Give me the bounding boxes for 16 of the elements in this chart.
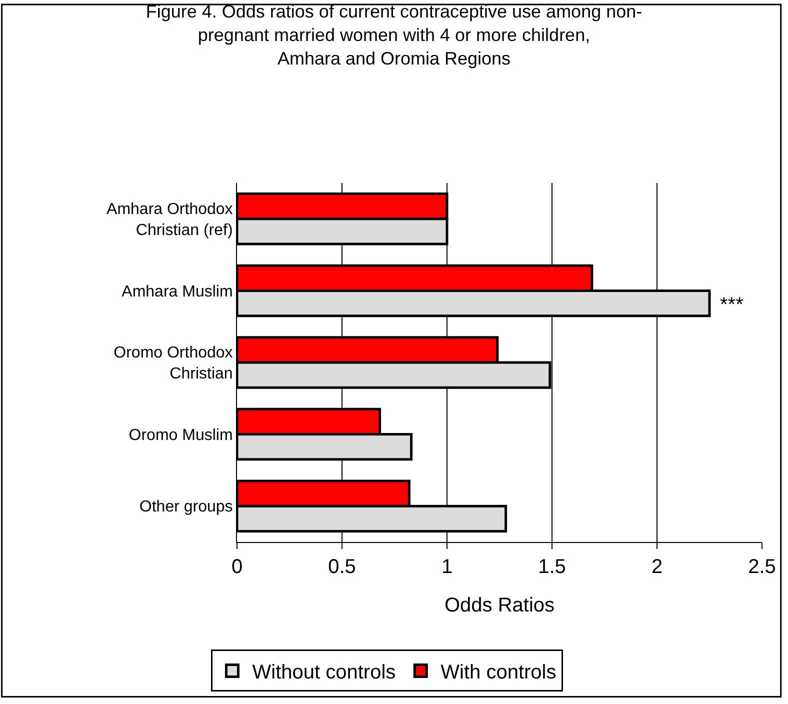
y-tick-label: Other groups xyxy=(139,498,233,516)
x-tick-label: 2 xyxy=(651,556,663,578)
y-tick-label: Oromo Muslim xyxy=(128,426,233,444)
legend-label: Without controls xyxy=(252,662,396,684)
legend-label: With controls xyxy=(440,662,556,684)
x-tick-label: 0 xyxy=(231,556,243,578)
y-tick-label: Amhara Muslim xyxy=(122,283,233,300)
x-axis-title: Odds Ratios xyxy=(444,594,555,616)
x-tick-label: 2.5 xyxy=(748,556,776,578)
chart-title: Figure 4. Odds ratios of current contraceptive use among non- pregnant married women with 4 or more children, Amhara and Oromia Regions xyxy=(146,2,642,68)
y-tick-label: Amhara Orthodox Christian (ref) xyxy=(106,201,233,239)
y-tick-label: Oromo Orthodox Christian xyxy=(114,344,233,382)
x-tick-label: 1 xyxy=(441,556,453,578)
x-tick-label: 1.5 xyxy=(538,556,566,578)
x-tick-label: 0.5 xyxy=(328,556,356,578)
annotation: *** xyxy=(720,294,744,316)
